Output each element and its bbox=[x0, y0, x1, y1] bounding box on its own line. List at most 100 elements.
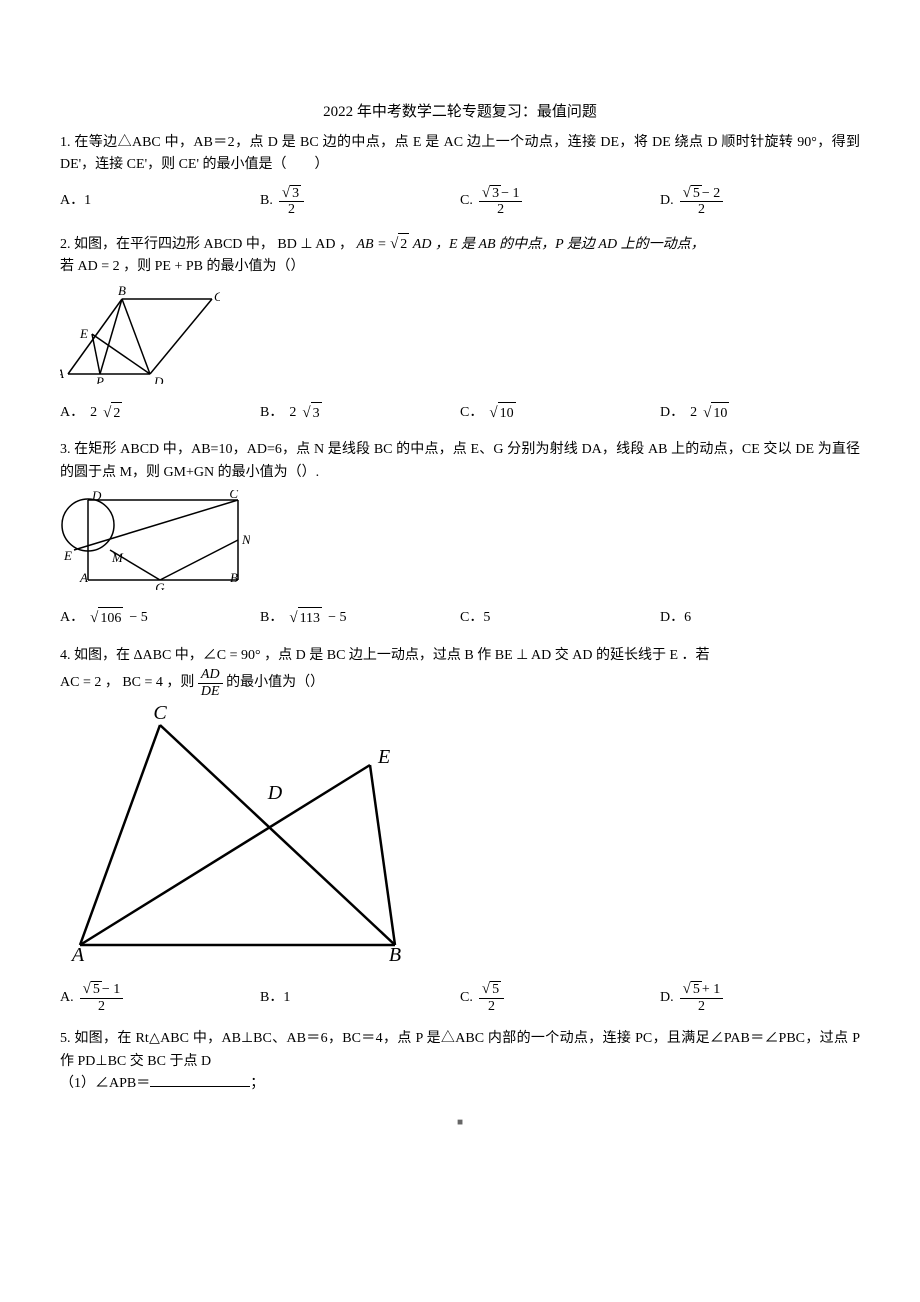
svg-text:A: A bbox=[70, 944, 85, 965]
q2-a-pre: 2 bbox=[90, 402, 97, 424]
svg-text:B: B bbox=[230, 570, 238, 585]
q3-svg: DCABGNEM bbox=[60, 490, 250, 590]
q3-c-label: C．5 bbox=[460, 607, 490, 629]
q4-diagram: A B C D E bbox=[60, 705, 860, 973]
q1-opt-a: A．1 bbox=[60, 185, 260, 218]
q4-svg: A B C D E bbox=[60, 705, 440, 965]
q4-c-label: C. bbox=[460, 987, 473, 1009]
q2-opt-a: A． 22 bbox=[60, 401, 260, 425]
svg-text:D: D bbox=[267, 782, 283, 804]
q3-a-rad: 106 bbox=[98, 607, 123, 630]
q2-b-label: B． bbox=[260, 402, 283, 424]
q3-b-after: − 5 bbox=[328, 607, 346, 629]
q2-svg: APDEBC bbox=[60, 284, 220, 384]
q4-c-den: 2 bbox=[485, 999, 498, 1014]
question-2: 2. 如图，在平行四边形 ABCD 中， BD ⊥ AD ， AB = 2 AD… bbox=[60, 232, 860, 426]
q2-text3: 若 AD = 2 ，则 PE + PB 的最小值为（） bbox=[60, 256, 860, 278]
q4-a-rad: 5 bbox=[91, 981, 102, 997]
q4-frac-den: DE bbox=[198, 684, 223, 699]
page-marker: ■ bbox=[60, 1115, 860, 1131]
q4-d-frac: 5+ 1 2 bbox=[680, 981, 724, 1014]
svg-text:E: E bbox=[377, 746, 390, 768]
q3-a-after: − 5 bbox=[129, 607, 147, 629]
q3-b-label: B． bbox=[260, 607, 283, 629]
q4-d-after: + 1 bbox=[702, 982, 720, 997]
q1-d-after: − 2 bbox=[702, 186, 720, 201]
q2-text: 2. 如图，在平行四边形 ABCD 中， BD ⊥ AD ， AB = 2 AD… bbox=[60, 232, 860, 256]
question-5: 5. 如图，在 Rt△ABC 中，AB⊥BC、AB＝6，BC＝4，点 P 是△A… bbox=[60, 1028, 860, 1095]
q5-t2: （1）∠APB＝ bbox=[60, 1076, 150, 1091]
svg-text:C: C bbox=[153, 705, 167, 724]
q2-opt-c: C． 10 bbox=[460, 401, 660, 425]
q2-opt-d: D． 210 bbox=[660, 401, 860, 425]
q2-b-rad: 3 bbox=[311, 402, 322, 425]
q4-text1: 4. 如图，在 ΔABC 中，∠C = 90° ，点 D 是 BC 边上一动点，… bbox=[60, 645, 860, 667]
svg-text:E: E bbox=[63, 548, 72, 563]
q3-a-label: A． bbox=[60, 607, 84, 629]
svg-text:G: G bbox=[155, 580, 165, 590]
q1-c-label: C. bbox=[460, 190, 473, 212]
q1-d-rad: 5 bbox=[691, 185, 702, 201]
q4-b-label: B．1 bbox=[260, 987, 290, 1009]
svg-text:P: P bbox=[95, 374, 104, 384]
svg-text:D: D bbox=[91, 490, 102, 503]
q5-text2: （1）∠APB＝； bbox=[60, 1073, 860, 1095]
q3-opt-a: A． 106 − 5 bbox=[60, 606, 260, 630]
q1-b-frac: 3 2 bbox=[279, 185, 304, 218]
svg-text:N: N bbox=[241, 532, 250, 547]
svg-text:A: A bbox=[60, 366, 64, 381]
q4-frac: AD DE bbox=[198, 667, 223, 699]
q4-opt-d: D. 5+ 1 2 bbox=[660, 981, 860, 1014]
q2-b-pre: 2 bbox=[289, 402, 296, 424]
question-3: 3. 在矩形 ABCD 中，AB=10，AD=6，点 N 是线段 BC 的中点，… bbox=[60, 439, 860, 631]
q2-d-label: D． bbox=[660, 402, 684, 424]
q3-d-label: D．6 bbox=[660, 607, 691, 629]
q1-c-after: − 1 bbox=[501, 186, 519, 201]
q4-c-rad: 5 bbox=[490, 981, 501, 997]
q2-c-rad: 10 bbox=[498, 402, 516, 425]
q2-options: A． 22 B． 23 C． 10 D． 210 bbox=[60, 401, 860, 425]
q2-diagram: APDEBC bbox=[60, 284, 860, 392]
svg-text:C: C bbox=[214, 289, 220, 304]
q4-d-rad: 5 bbox=[691, 981, 702, 997]
q1-a-label: A．1 bbox=[60, 190, 91, 212]
q2-t2a: AD ，E 是 AB 的中点，P 是边 AD 上的一动点， bbox=[413, 237, 705, 252]
q5-text1: 5. 如图，在 Rt△ABC 中，AB⊥BC、AB＝6，BC＝4，点 P 是△A… bbox=[60, 1028, 860, 1073]
q4-d-den: 2 bbox=[695, 999, 708, 1014]
q2-t2: AB = bbox=[357, 237, 387, 252]
svg-text:C: C bbox=[229, 490, 238, 501]
page-title: 2022 年中考数学二轮专题复习：最值问题 bbox=[60, 100, 860, 124]
svg-text:E: E bbox=[79, 326, 88, 341]
q1-opt-b: B. 3 2 bbox=[260, 185, 460, 218]
q4-text2: AC = 2 ， BC = 4 ，则 AD DE 的最小值为（） bbox=[60, 667, 860, 699]
question-4: 4. 如图，在 ΔABC 中，∠C = 90° ，点 D 是 BC 边上一动点，… bbox=[60, 645, 860, 1014]
q1-b-den: 2 bbox=[285, 202, 298, 217]
q2-a-label: A． bbox=[60, 402, 84, 424]
q1-c-rad: 3 bbox=[490, 185, 501, 201]
q1-b-label: B. bbox=[260, 190, 273, 212]
q2-rad: 2 bbox=[398, 233, 409, 256]
q1-b-rad: 3 bbox=[290, 185, 301, 201]
q1-d-frac: 5− 2 2 bbox=[680, 185, 724, 218]
q4-a-den: 2 bbox=[95, 999, 108, 1014]
q1-opt-c: C. 3− 1 2 bbox=[460, 185, 660, 218]
q1-d-label: D. bbox=[660, 190, 674, 212]
q2-c-label: C． bbox=[460, 402, 483, 424]
q3-options: A． 106 − 5 B． 113 − 5 C．5 D．6 bbox=[60, 606, 860, 630]
q2-t1: 2. 如图，在平行四边形 ABCD 中， BD ⊥ AD ， bbox=[60, 237, 353, 252]
q4-a-frac: 5− 1 2 bbox=[80, 981, 124, 1014]
q3-opt-b: B． 113 − 5 bbox=[260, 606, 460, 630]
question-1: 1. 在等边△ABC 中，AB＝2，点 D 是 BC 边的中点，点 E 是 AC… bbox=[60, 132, 860, 218]
q1-d-den: 2 bbox=[695, 202, 708, 217]
q4-d-label: D. bbox=[660, 987, 674, 1009]
q4-t2a: AC = 2 ， BC = 4 ，则 bbox=[60, 675, 198, 690]
q5-blank bbox=[150, 1073, 250, 1087]
q3-opt-d: D．6 bbox=[660, 606, 860, 630]
svg-text:B: B bbox=[389, 944, 401, 965]
q1-c-frac: 3− 1 2 bbox=[479, 185, 523, 218]
q2-opt-b: B． 23 bbox=[260, 401, 460, 425]
q4-a-after: − 1 bbox=[102, 982, 120, 997]
q3-b-rad: 113 bbox=[298, 607, 322, 630]
q3-opt-c: C．5 bbox=[460, 606, 660, 630]
q1-text: 1. 在等边△ABC 中，AB＝2，点 D 是 BC 边的中点，点 E 是 AC… bbox=[60, 132, 860, 177]
